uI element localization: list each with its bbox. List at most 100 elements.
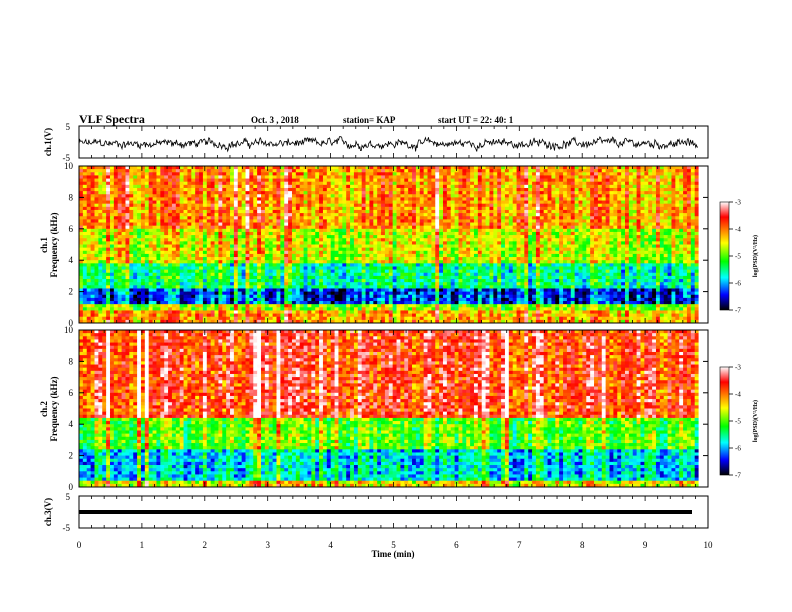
spectrogram-cell bbox=[121, 219, 126, 223]
spectrogram-cell bbox=[86, 231, 92, 236]
spectrogram-cell bbox=[272, 247, 277, 252]
spectrogram-cell bbox=[253, 213, 258, 217]
spectrogram-cell bbox=[648, 244, 653, 249]
spectrogram-cell bbox=[594, 260, 599, 264]
spectrogram-cell bbox=[481, 166, 486, 170]
spectrogram-cell bbox=[489, 216, 494, 220]
spectrogram-cell bbox=[547, 225, 552, 230]
spectrogram-cell bbox=[82, 206, 88, 211]
spectrogram-cell bbox=[245, 172, 250, 176]
spectrogram-cell bbox=[369, 175, 374, 179]
spectrogram-cell bbox=[667, 191, 672, 195]
spectrogram-cell bbox=[121, 209, 126, 214]
spectrogram-cell bbox=[481, 260, 486, 264]
spectrogram-cell bbox=[346, 238, 351, 242]
spectrogram-cell bbox=[98, 257, 103, 261]
spectrogram-cell bbox=[694, 206, 699, 211]
spectrogram-cell bbox=[524, 225, 529, 230]
spectrogram-cell bbox=[280, 184, 285, 189]
spectrogram-cell bbox=[574, 241, 579, 245]
spectrogram-cell bbox=[237, 238, 243, 242]
spectrogram-cell bbox=[535, 250, 541, 255]
spectrogram-cell bbox=[427, 191, 432, 195]
spectrogram-cell bbox=[539, 260, 545, 264]
spectrogram-cell bbox=[338, 247, 343, 252]
spectrogram-cell bbox=[423, 235, 428, 239]
spectrogram-cell bbox=[357, 191, 363, 195]
spectrogram-cell bbox=[291, 181, 297, 186]
spectrogram-cell bbox=[353, 219, 359, 223]
spectrogram-cell bbox=[539, 213, 545, 217]
spectrogram-cell bbox=[388, 231, 394, 236]
spectrogram-cell bbox=[140, 194, 146, 198]
spectrogram-cell bbox=[675, 178, 680, 183]
spectrogram-cell bbox=[384, 225, 390, 230]
spectrogram-cell bbox=[582, 209, 587, 214]
spectrogram-cell bbox=[404, 222, 409, 227]
spectrogram-cell bbox=[574, 247, 579, 252]
spectrogram-cell bbox=[671, 166, 676, 170]
spectrogram-cell bbox=[442, 257, 448, 261]
spectrogram-cell bbox=[431, 200, 436, 205]
spectrogram-cell bbox=[179, 181, 184, 186]
spectrogram-cell bbox=[613, 257, 618, 261]
spectrogram-cell bbox=[326, 216, 332, 220]
spectrogram-cell bbox=[334, 225, 339, 230]
spectrogram-cell bbox=[369, 178, 374, 183]
spectrogram-cell bbox=[82, 194, 88, 198]
spectrogram-cell bbox=[303, 222, 308, 227]
spectrogram-cell bbox=[86, 247, 92, 252]
spectrogram-cell bbox=[539, 209, 545, 214]
spectrogram-cell bbox=[206, 225, 212, 230]
spectrogram-cell bbox=[563, 260, 568, 264]
spectrogram-cell bbox=[559, 213, 564, 217]
spectrogram-cell bbox=[210, 184, 215, 189]
spectrogram-cell bbox=[458, 197, 463, 201]
spectrogram-cell bbox=[528, 238, 533, 242]
spectrogram-cell bbox=[442, 197, 448, 201]
spectrogram-cell bbox=[652, 200, 657, 205]
spectrogram-cell bbox=[501, 206, 506, 211]
spectrogram-cell bbox=[423, 253, 428, 258]
spectrogram-cell bbox=[663, 244, 668, 249]
spectrogram-cell bbox=[98, 209, 103, 214]
spectrogram-cell bbox=[160, 175, 165, 179]
spectrogram-cell bbox=[179, 216, 184, 220]
spectrogram-cell bbox=[493, 178, 498, 183]
spectrogram-cell bbox=[570, 250, 576, 255]
spectrogram-cell bbox=[117, 253, 122, 258]
spectrogram-cell bbox=[218, 260, 223, 264]
ch1-waveform-line bbox=[78, 136, 699, 153]
spectrogram-cell bbox=[412, 222, 417, 227]
spectrogram-cell bbox=[183, 231, 188, 236]
spectrogram-cell bbox=[288, 203, 293, 208]
spectrogram-cell bbox=[442, 200, 448, 205]
spectrogram-cell bbox=[109, 206, 115, 211]
spectrogram-cell bbox=[532, 250, 537, 255]
spectrogram-cell bbox=[686, 257, 692, 261]
spectrogram-cell bbox=[497, 222, 502, 227]
spectrogram-cell bbox=[609, 203, 614, 208]
spectrogram-cell bbox=[663, 257, 668, 261]
spectrogram-cell bbox=[504, 200, 510, 205]
spectrogram-cell bbox=[268, 257, 274, 261]
spectrogram-cell bbox=[655, 253, 661, 258]
spectrogram-cell bbox=[442, 219, 448, 223]
spectrogram-cell bbox=[148, 166, 153, 170]
spectrogram-cell bbox=[237, 241, 243, 245]
spectrogram-cell bbox=[532, 257, 537, 261]
spectrogram-cell bbox=[528, 197, 533, 201]
spectrogram-cell bbox=[481, 213, 486, 217]
spectrogram-cell bbox=[171, 250, 177, 255]
spectrogram-cell bbox=[106, 184, 111, 189]
spectrogram-cell bbox=[125, 225, 130, 230]
spectrogram-cell bbox=[191, 184, 196, 189]
spectrogram-cell bbox=[226, 247, 231, 252]
spectrogram-cell bbox=[381, 225, 386, 230]
spectrogram-cell bbox=[98, 222, 103, 227]
spectrogram-cell bbox=[535, 231, 541, 236]
spectrogram-cell bbox=[210, 238, 215, 242]
spectrogram-cell bbox=[191, 238, 196, 242]
spectrogram-cell bbox=[334, 253, 339, 258]
spectrogram-cell bbox=[342, 197, 347, 201]
